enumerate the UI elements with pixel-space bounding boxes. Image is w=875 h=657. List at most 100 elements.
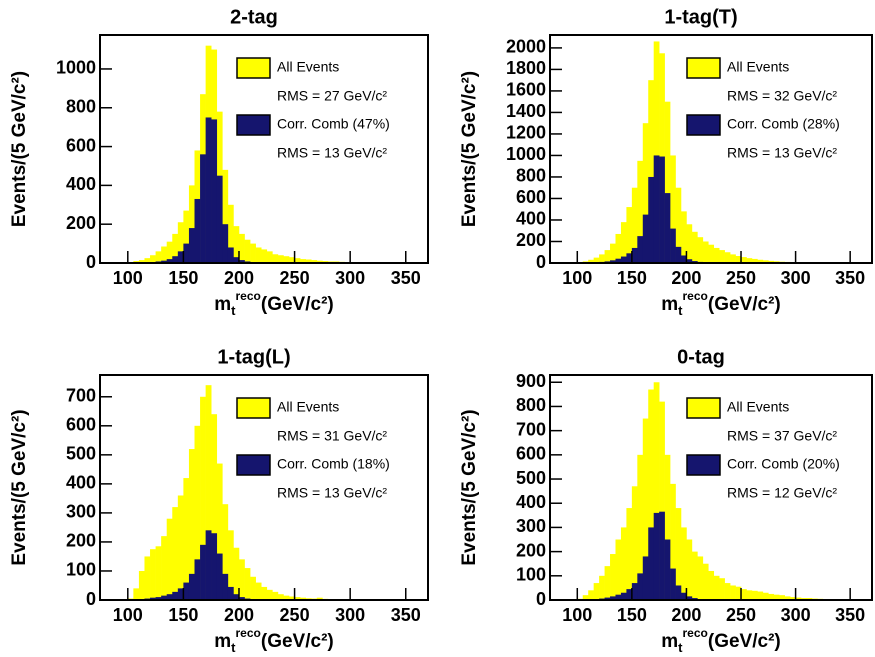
bar <box>250 243 256 263</box>
bar <box>227 247 234 263</box>
x-label-rest: (GeV/c²) <box>708 631 781 652</box>
legend-swatch <box>236 454 271 476</box>
bar <box>244 239 251 263</box>
x-axis-label: mtreco(GeV/c²) <box>214 289 333 318</box>
bar <box>205 530 212 600</box>
bar <box>194 198 201 263</box>
bar <box>615 258 622 263</box>
bar <box>626 207 633 263</box>
panel-title: 2-tag <box>230 6 278 28</box>
bar <box>216 175 223 263</box>
bar <box>133 588 140 600</box>
legend-rms: RMS = 27 GeV/c² <box>277 88 387 104</box>
bar <box>222 504 229 600</box>
bar <box>686 224 693 263</box>
bar <box>200 154 206 263</box>
bar <box>610 260 616 263</box>
bar <box>238 233 245 263</box>
y-tick-label: 1400 <box>506 101 546 121</box>
legend-swatch <box>686 397 721 419</box>
bar <box>615 594 622 600</box>
bar <box>735 586 742 600</box>
legend-rms: RMS = 13 GeV/c² <box>277 145 387 161</box>
x-tick-label: 350 <box>835 605 865 625</box>
bar <box>593 583 600 600</box>
x-tick-label: 250 <box>726 268 756 288</box>
panel: 0 100 200 300 400 500 600 700 100 150 200 250 300 350… <box>9 346 429 655</box>
x-label-sub: t <box>231 303 236 318</box>
legend-swatch <box>686 454 721 476</box>
bar <box>294 258 301 263</box>
bar <box>316 597 323 600</box>
legend-swatch <box>236 114 271 136</box>
bar <box>200 396 206 600</box>
plot-frame <box>99 374 429 601</box>
bar <box>144 556 151 600</box>
bar <box>255 582 262 600</box>
bar <box>719 250 725 263</box>
bar <box>631 247 638 263</box>
x-label-sub: t <box>678 303 683 318</box>
bar <box>724 252 731 263</box>
bar <box>779 595 785 600</box>
bar <box>238 597 245 600</box>
y-tick-label: 300 <box>66 502 96 522</box>
y-tick-label: 100 <box>516 565 546 585</box>
x-label-sup: reco <box>236 626 261 640</box>
bar <box>177 495 184 600</box>
bar <box>620 222 627 263</box>
y-tick-label: 900 <box>516 371 546 391</box>
bar <box>751 258 758 263</box>
x-tick-label: 250 <box>280 268 310 288</box>
bar <box>588 259 594 263</box>
bar <box>166 594 173 600</box>
bar <box>211 414 218 600</box>
y-tick-label: 0 <box>86 252 96 272</box>
bar <box>161 595 168 600</box>
bar <box>183 243 190 263</box>
y-tick-label: 200 <box>516 540 546 560</box>
bar <box>599 575 605 600</box>
bar <box>205 385 212 600</box>
panel-title: 0-tag <box>677 346 725 368</box>
bar <box>283 256 290 263</box>
x-tick-label: 250 <box>726 605 756 625</box>
bar <box>686 596 693 600</box>
bar <box>659 156 665 263</box>
y-tick-label: 400 <box>516 209 546 229</box>
bar <box>659 511 665 600</box>
bar <box>762 592 769 600</box>
y-tick-label: 1600 <box>506 80 546 100</box>
bar <box>188 449 195 600</box>
bar <box>588 590 594 600</box>
bar <box>172 256 179 263</box>
y-tick-label: 400 <box>516 492 546 512</box>
bar <box>238 260 245 263</box>
bar <box>708 570 715 600</box>
bar <box>631 583 638 600</box>
bar <box>648 389 654 600</box>
legend-swatch <box>686 114 721 136</box>
x-tick-label: 300 <box>335 268 365 288</box>
bar <box>746 258 753 263</box>
x-label-sup: reco <box>683 289 708 303</box>
bar <box>642 123 649 263</box>
x-axis-label: mtreco(GeV/c²) <box>214 626 333 655</box>
bar <box>177 222 184 263</box>
bar <box>604 566 611 600</box>
x-label-sup: reco <box>236 289 261 303</box>
bar <box>211 119 218 263</box>
bar <box>675 508 682 600</box>
legend-rms: RMS = 12 GeV/c² <box>727 485 837 501</box>
y-tick-label: 700 <box>516 419 546 439</box>
x-tick-label: 100 <box>113 605 143 625</box>
bar <box>155 251 162 263</box>
legend-label: All Events <box>277 59 339 75</box>
bar <box>250 576 256 600</box>
bar <box>620 527 627 600</box>
bar <box>642 556 649 600</box>
x-label-base: m <box>214 294 231 315</box>
bar <box>172 591 179 600</box>
y-tick-label: 1800 <box>506 58 546 78</box>
